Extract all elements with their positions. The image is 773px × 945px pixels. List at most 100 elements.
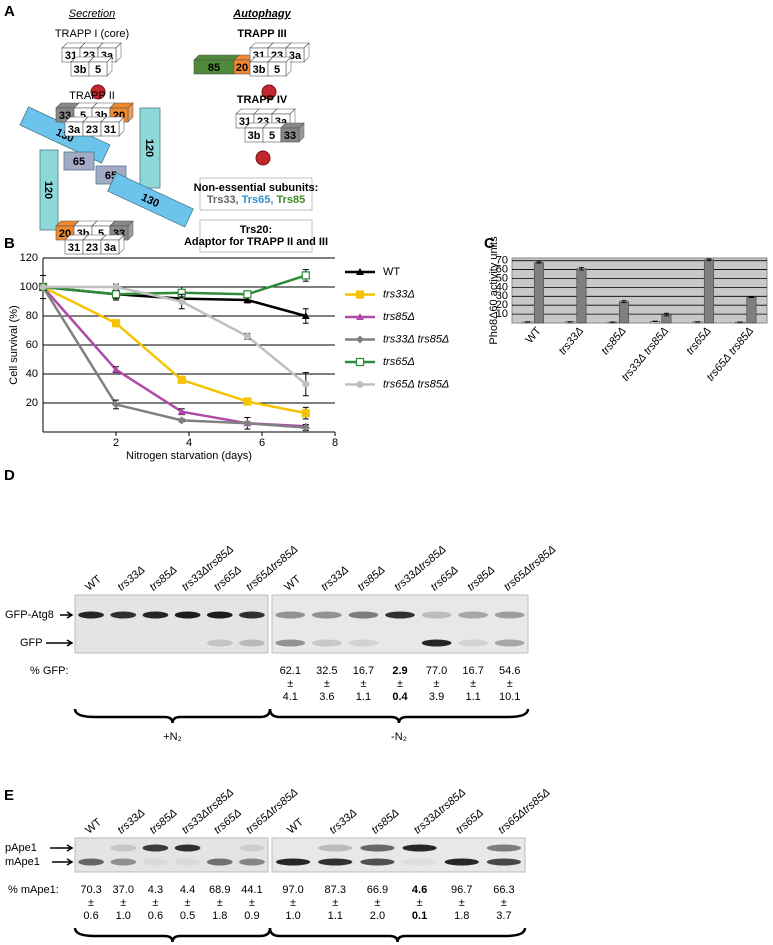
subunit-top xyxy=(193,54,240,61)
band-label: mApe1 xyxy=(5,856,40,868)
series-line xyxy=(43,285,307,386)
marker xyxy=(301,312,310,319)
rod-label: 120 xyxy=(42,181,54,199)
quant-value: 70.3 xyxy=(80,884,101,896)
plus-minus: ± xyxy=(332,897,338,909)
note-heading: Trs20: xyxy=(240,224,272,236)
subunit-label: 23 xyxy=(86,124,98,136)
y-tick-label: 40 xyxy=(496,281,508,293)
blot xyxy=(271,594,529,654)
lane-label: trs33Δ xyxy=(319,564,351,594)
quant-value: 16.7 xyxy=(462,665,483,677)
band-label: pApe1 xyxy=(5,842,37,854)
quant-value: 97.0 xyxy=(282,884,303,896)
legend-label: trs65Δ xyxy=(383,356,415,368)
plus-minus: ± xyxy=(470,678,476,690)
quant-value: 16.7 xyxy=(353,665,374,677)
band xyxy=(402,844,437,852)
plus-minus: ± xyxy=(217,897,223,909)
error-bar xyxy=(652,320,658,323)
band xyxy=(494,639,525,647)
x-tick-label: trs65Δ xyxy=(684,325,714,357)
quant-error: 3.7 xyxy=(496,910,511,922)
lane-label: WT xyxy=(285,816,306,836)
subunit-label: 3a xyxy=(289,50,302,62)
subunit-front xyxy=(100,239,120,255)
quant-value: 66.3 xyxy=(493,884,514,896)
quant-error: 2.0 xyxy=(370,910,385,922)
subunit-label: 31 xyxy=(104,124,116,136)
series-line xyxy=(42,274,307,296)
note-item: Trs33, xyxy=(207,194,239,206)
subunit-label: 5 xyxy=(80,110,86,122)
quant-error: 0.9 xyxy=(244,910,259,922)
band xyxy=(206,858,233,866)
plus-minus: ± xyxy=(88,897,94,909)
plus-minus: ± xyxy=(287,678,293,690)
subunit-label: 3a xyxy=(104,242,117,254)
plus-minus: ± xyxy=(360,678,366,690)
quant-error: 0.4 xyxy=(392,691,408,703)
note-text: Adaptor for TRAPP II and III xyxy=(184,236,328,248)
plus-minus: ± xyxy=(120,897,126,909)
y-tick-label: 20 xyxy=(26,397,38,409)
marker xyxy=(112,400,120,409)
y-axis-label: Cell survival (%) xyxy=(8,305,20,384)
rod: 120 xyxy=(39,149,59,231)
rod: 130 xyxy=(107,172,194,228)
lane-label: trs65Δtrs85Δ xyxy=(502,543,558,593)
band xyxy=(206,611,233,619)
marker xyxy=(301,423,310,432)
band-label: GFP-Atg8 xyxy=(5,609,54,621)
band xyxy=(239,858,265,866)
rod-body xyxy=(107,172,194,228)
condition-label: -N₂ xyxy=(391,731,407,743)
subunit-label: 23 xyxy=(86,242,98,254)
bar xyxy=(533,262,544,324)
quant-error: 0.1 xyxy=(412,910,427,922)
y-tick-label: 70 xyxy=(496,255,508,267)
plus-minus: ± xyxy=(185,897,191,909)
rod: 65 xyxy=(63,151,95,171)
band xyxy=(360,844,395,852)
marker xyxy=(177,407,186,415)
plus-minus: ± xyxy=(152,897,158,909)
legend-label: trs33Δ trs85Δ xyxy=(383,333,449,345)
blot xyxy=(74,594,269,654)
quant-error: 1.1 xyxy=(356,691,371,703)
quant-error: 10.1 xyxy=(499,691,520,703)
brace xyxy=(73,927,272,943)
subunit: 3a xyxy=(100,234,125,255)
subunit-front xyxy=(267,61,287,77)
band xyxy=(142,844,169,852)
x-tick-label: trs85Δ xyxy=(599,325,629,357)
subunit-front xyxy=(280,127,300,143)
plus-minus: ± xyxy=(507,678,513,690)
bar xyxy=(746,296,757,324)
marker xyxy=(302,380,310,388)
marker xyxy=(178,298,186,305)
quant-value: 96.7 xyxy=(451,884,472,896)
plus-minus: ± xyxy=(324,678,330,690)
band xyxy=(494,611,525,619)
band xyxy=(174,844,201,852)
band-label: GFP xyxy=(20,637,43,649)
y-tick-label: 50 xyxy=(496,272,508,284)
subunit: 85 xyxy=(193,54,240,75)
complex-title: TRAPP II xyxy=(69,90,115,102)
quant-value: 66.9 xyxy=(367,884,388,896)
subunit: 31 xyxy=(100,116,125,137)
marker xyxy=(243,290,252,299)
bet3-ball xyxy=(255,150,271,166)
marker xyxy=(177,375,186,384)
rod-body xyxy=(63,151,95,171)
rod-body xyxy=(139,107,161,189)
band xyxy=(312,611,342,619)
quant-value: 54.6 xyxy=(499,665,520,677)
complex-title: TRAPP IV xyxy=(237,94,288,106)
rod-body xyxy=(39,149,59,231)
subunit: 5 xyxy=(267,56,292,77)
quant-error: 1.8 xyxy=(212,910,227,922)
plus-minus: ± xyxy=(417,897,423,909)
error-bar xyxy=(748,296,754,298)
